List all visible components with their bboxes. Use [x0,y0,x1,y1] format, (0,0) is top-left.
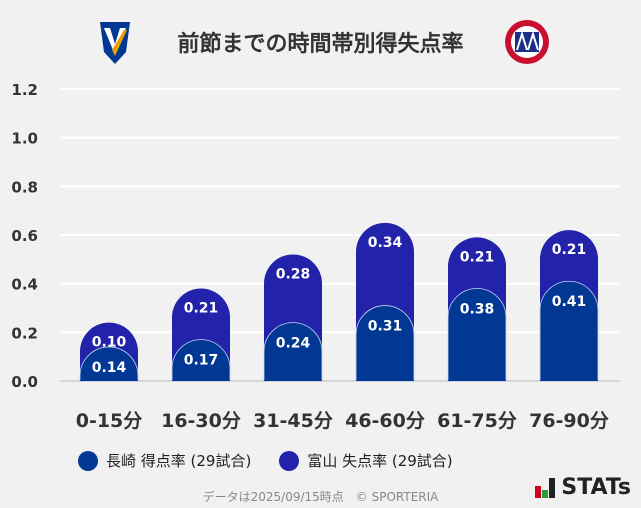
bar-nagasaki-scored [355,305,415,382]
bar-nagasaki-scored [79,346,139,382]
stats-logo-icon [535,478,556,498]
bar-base [80,380,138,381]
legend-item-nagasaki[interactable]: 長崎 得点率 (29試合) [78,450,251,471]
y-tick-label: 1.2 [11,81,38,99]
legend-swatch [279,450,300,471]
x-category-label: 46-60分 [345,410,425,432]
data-label-nagasaki: 0.38 [460,302,495,318]
y-tick-label: 0.6 [11,227,38,245]
x-category-label: 31-45分 [253,410,333,432]
y-tick-label: 0.4 [11,276,38,294]
bar-base [356,380,414,381]
stats-brand-text: STATs [561,475,631,500]
data-label-toyama: 0.28 [276,266,311,282]
v-varen-logo [100,22,130,64]
data-label-toyama: 0.34 [368,235,403,251]
legend: 長崎 得点率 (29試合) 富山 失点率 (29試合) [78,450,453,471]
data-label-nagasaki: 0.24 [276,336,311,352]
data-label-nagasaki: 0.17 [184,353,219,369]
y-tick-label: 1.0 [11,130,38,148]
bar-base [172,380,230,381]
data-label-nagasaki: 0.14 [92,360,127,376]
bar-base [540,380,598,381]
bar-nagasaki-scored [539,280,599,382]
footer-note: データは2025/09/15時点 © SPORTERIA [202,490,439,504]
legend-item-toyama[interactable]: 富山 失点率 (29試合) [279,450,453,471]
x-category-label: 0-15分 [76,410,143,432]
data-label-toyama: 0.21 [552,242,587,258]
bar-nagasaki-scored [171,339,231,382]
data-label-toyama: 0.21 [184,301,219,317]
legend-label: 長崎 得点率 (29試合) [106,452,252,470]
bar-base [448,380,506,381]
legend-swatch [78,450,98,471]
x-category-label: 16-30分 [161,410,241,432]
kataller-toyama-logo [505,20,549,64]
y-tick-label: 0.0 [11,373,38,391]
y-tick-label: 0.2 [11,324,38,342]
y-tick-label: 0.8 [11,178,38,196]
stats-brand: STATs [535,475,631,500]
bar-base [264,380,322,381]
legend-label: 富山 失点率 (29試合) [307,452,453,470]
data-label-nagasaki: 0.41 [552,294,587,310]
data-label-toyama: 0.21 [460,249,495,265]
chart-title: 前節までの時間帯別得失点率 [177,32,464,57]
x-category-label: 76-90分 [529,410,609,432]
data-label-toyama: 0.10 [92,335,127,351]
x-category-label: 61-75分 [437,410,517,432]
bar-nagasaki-scored [447,288,507,382]
data-label-nagasaki: 0.31 [368,319,403,335]
bar-nagasaki-scored [263,322,323,382]
